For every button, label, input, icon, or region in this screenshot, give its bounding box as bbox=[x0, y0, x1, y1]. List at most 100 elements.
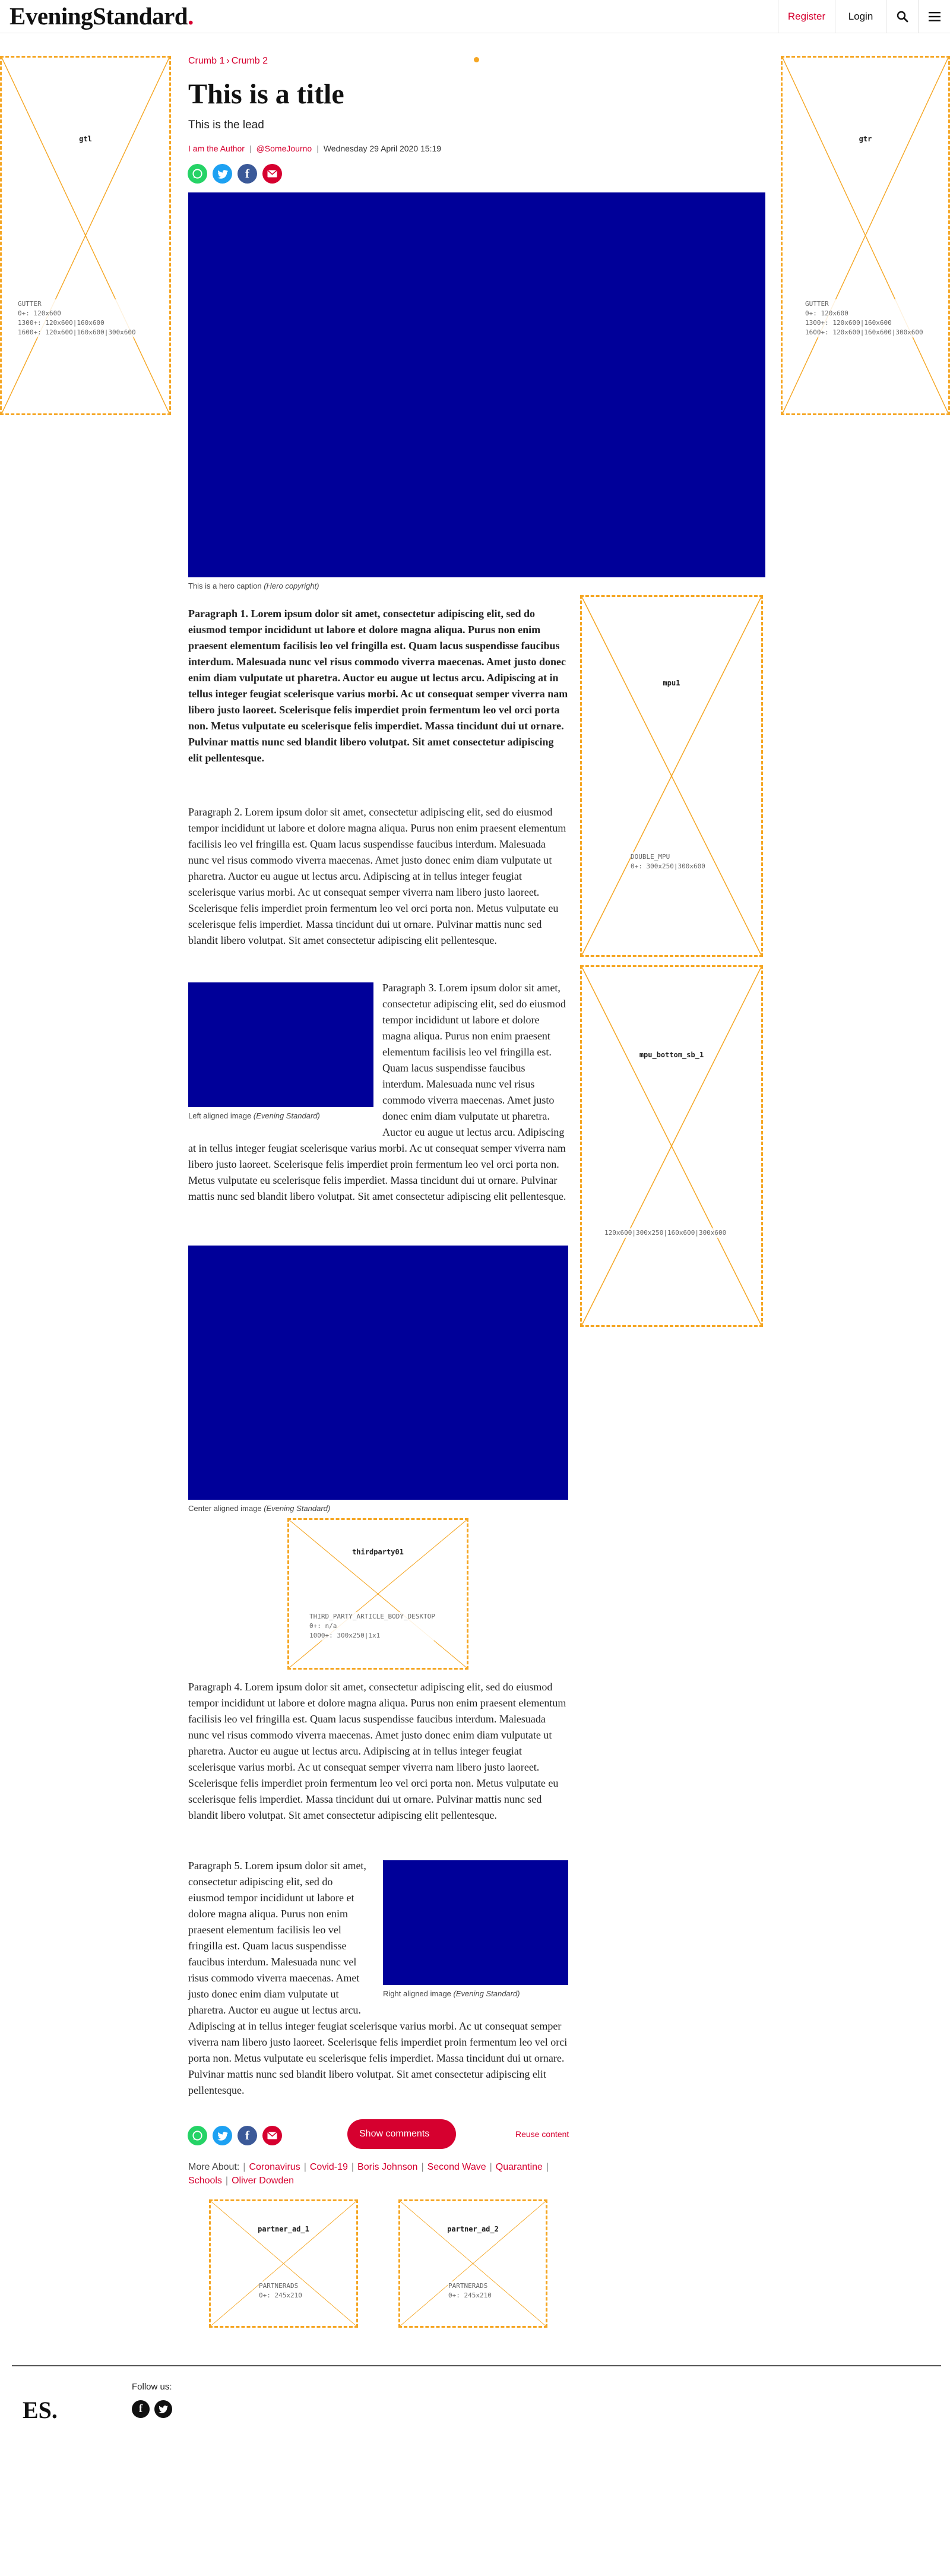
share-email-button[interactable] bbox=[262, 2126, 282, 2145]
share-twitter-button[interactable] bbox=[213, 2126, 232, 2145]
show-comments-button[interactable]: Show comments bbox=[347, 2119, 456, 2149]
share-email-button[interactable] bbox=[262, 164, 282, 184]
search-icon bbox=[897, 11, 908, 23]
byline: I am the Author | @SomeJourno | Wednesday 29… bbox=[188, 144, 441, 153]
right-aligned-image bbox=[383, 1860, 568, 1985]
twitter-icon bbox=[159, 2405, 168, 2413]
publish-date: Wednesday 29 April 2020 15:19 bbox=[324, 144, 441, 153]
left-aligned-image bbox=[188, 982, 373, 1107]
footer-logo[interactable]: ES. bbox=[23, 2396, 58, 2424]
tag-link[interactable]: Quarantine bbox=[496, 2162, 543, 2172]
paragraph-1: Paragraph 1. Lorem ipsum dolor sit amet,… bbox=[188, 606, 568, 766]
left-image-caption: Left aligned image (Evening Standard) bbox=[188, 1111, 373, 1121]
menu-icon bbox=[929, 12, 940, 21]
site-logo[interactable]: EveningStandard. bbox=[10, 1, 194, 31]
hero-image bbox=[188, 192, 765, 577]
reuse-content-link[interactable]: Reuse content bbox=[515, 2129, 569, 2139]
ad-placeholder-cross bbox=[211, 2201, 356, 2326]
ad-placeholder-cross bbox=[289, 1520, 467, 1668]
twitter-icon bbox=[217, 2131, 228, 2141]
hero-credit: (Hero copyright) bbox=[264, 581, 319, 590]
ad-meta: 120x600|300x250|160x600|300x600 bbox=[604, 1228, 726, 1238]
ad-name: gtl bbox=[2, 135, 169, 143]
register-button[interactable]: Register bbox=[778, 0, 835, 33]
right-image-caption: Right aligned image (Evening Standard) bbox=[383, 1989, 568, 1999]
whatsapp-icon bbox=[192, 168, 203, 179]
email-icon bbox=[267, 170, 277, 178]
tag-link[interactable]: Boris Johnson bbox=[357, 2162, 417, 2172]
follow-twitter-button[interactable] bbox=[154, 2400, 172, 2418]
facebook-icon: f bbox=[245, 2128, 249, 2143]
left-image-figure: Left aligned image (Evening Standard) bbox=[188, 980, 373, 1121]
center-image-caption: Center aligned image (Evening Standard) bbox=[188, 1504, 330, 1513]
share-twitter-button[interactable] bbox=[213, 164, 232, 184]
page-title: This is a title bbox=[188, 76, 344, 113]
breadcrumb-item[interactable]: Crumb 2 bbox=[232, 56, 268, 66]
tag-link[interactable]: Oliver Dowden bbox=[232, 2176, 294, 2186]
ad-meta: DOUBLE_MPU 0+: 300x250|300x600 bbox=[631, 852, 705, 871]
tag-link[interactable]: Second Wave bbox=[428, 2162, 486, 2172]
paragraph-3-block: Left aligned image (Evening Standard) Pa… bbox=[188, 980, 568, 1205]
site-header: EveningStandard. Register Login bbox=[0, 0, 950, 33]
breadcrumb-item[interactable]: Crumb 1 bbox=[188, 56, 224, 66]
author-handle-link[interactable]: @SomeJourno bbox=[256, 144, 312, 153]
ad-meta: PARTNERADS 0+: 245x210 bbox=[259, 2281, 302, 2300]
follow-icons: f bbox=[132, 2400, 172, 2418]
tag-link[interactable]: Coronavirus bbox=[249, 2162, 300, 2172]
ad-name: partner_ad_2 bbox=[400, 2225, 546, 2233]
share-bar-bottom: f bbox=[188, 2126, 282, 2145]
ad-placeholder-cross bbox=[582, 967, 761, 1325]
ad-meta: PARTNERADS 0+: 245x210 bbox=[448, 2281, 492, 2300]
footer-divider bbox=[12, 2365, 941, 2366]
more-about-tags: More About: | Coronavirus | Covid-19 | Boris J… bbox=[188, 2160, 568, 2188]
ad-mpu1: mpu1 DOUBLE_MPU 0+: 300x250|300x600 bbox=[580, 595, 763, 957]
ad-name: thirdparty01 bbox=[289, 1548, 467, 1556]
ad-meta: GUTTER 0+: 120x600 1300+: 120x600|160x60… bbox=[18, 299, 136, 337]
ad-name: mpu_bottom_sb_1 bbox=[582, 1051, 761, 1059]
share-facebook-button[interactable]: f bbox=[238, 164, 257, 184]
ad-name: partner_ad_1 bbox=[211, 2225, 356, 2233]
paragraph-5-block: Right aligned image (Evening Standard) P… bbox=[188, 1858, 568, 2098]
search-button[interactable] bbox=[886, 0, 918, 33]
tag-link[interactable]: Schools bbox=[188, 2176, 222, 2186]
ad-gutter-left: gtl GUTTER 0+: 120x600 1300+: 120x600|16… bbox=[0, 56, 171, 415]
facebook-icon: f bbox=[245, 166, 249, 181]
share-whatsapp-button[interactable] bbox=[188, 2126, 207, 2145]
ad-gutter-right: gtr GUTTER 0+: 120x600 1300+: 120x600|16… bbox=[781, 56, 950, 415]
author-link[interactable]: I am the Author bbox=[188, 144, 245, 153]
ad-placeholder-cross bbox=[783, 58, 948, 413]
loading-indicator bbox=[474, 57, 479, 62]
twitter-icon bbox=[217, 169, 228, 179]
email-icon bbox=[267, 2132, 277, 2139]
tag-link[interactable]: Covid-19 bbox=[310, 2162, 348, 2172]
ad-placeholder-cross bbox=[2, 58, 169, 413]
ad-meta: GUTTER 0+: 120x600 1300+: 120x600|160x60… bbox=[805, 299, 923, 337]
ad-partner-2: partner_ad_2 PARTNERADS 0+: 245x210 bbox=[398, 2199, 547, 2328]
article-lead: This is the lead bbox=[188, 119, 264, 132]
paragraph-2: Paragraph 2. Lorem ipsum dolor sit amet,… bbox=[188, 804, 568, 949]
ad-placeholder-cross bbox=[400, 2201, 546, 2326]
menu-button[interactable] bbox=[918, 0, 950, 33]
share-bar-top: f bbox=[188, 164, 282, 184]
ad-meta: THIRD_PARTY_ARTICLE_BODY_DESKTOP 0+: n/a… bbox=[309, 1612, 435, 1641]
ad-name: mpu1 bbox=[582, 679, 761, 687]
ad-mpu-bottom: mpu_bottom_sb_1 120x600|300x250|160x600|… bbox=[580, 965, 763, 1327]
follow-us-label: Follow us: bbox=[132, 2382, 172, 2392]
ad-thirdparty: thirdparty01 THIRD_PARTY_ARTICLE_BODY_DE… bbox=[287, 1518, 468, 1670]
paragraph-4: Paragraph 4. Lorem ipsum dolor sit amet,… bbox=[188, 1679, 568, 1823]
whatsapp-icon bbox=[192, 2130, 203, 2141]
breadcrumb: Crumb 1 › Crumb 2 bbox=[188, 56, 268, 67]
center-aligned-image bbox=[188, 1246, 568, 1500]
ad-name: gtr bbox=[783, 135, 948, 143]
facebook-icon: f bbox=[139, 2403, 142, 2416]
ad-partner-1: partner_ad_1 PARTNERADS 0+: 245x210 bbox=[209, 2199, 358, 2328]
follow-facebook-button[interactable]: f bbox=[132, 2400, 150, 2418]
ad-placeholder-cross bbox=[582, 597, 761, 955]
more-about-label: More About: bbox=[188, 2162, 239, 2172]
login-button[interactable]: Login bbox=[835, 0, 886, 33]
share-facebook-button[interactable]: f bbox=[238, 2126, 257, 2145]
right-image-figure: Right aligned image (Evening Standard) bbox=[383, 1858, 568, 1999]
breadcrumb-separator: › bbox=[226, 56, 229, 66]
hero-caption: This is a hero caption (Hero copyright) bbox=[188, 581, 319, 590]
share-whatsapp-button[interactable] bbox=[188, 164, 207, 184]
